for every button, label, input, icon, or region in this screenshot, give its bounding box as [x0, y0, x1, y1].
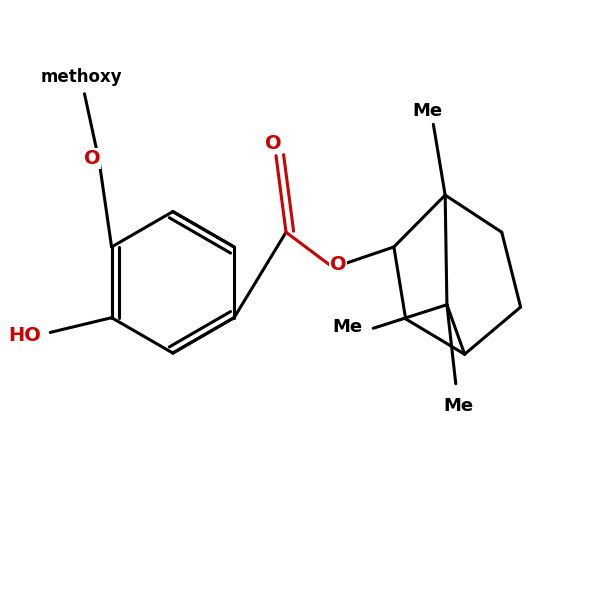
Text: HO: HO [8, 326, 41, 345]
Text: Me: Me [332, 318, 362, 336]
Text: O: O [84, 149, 100, 168]
Text: O: O [265, 134, 281, 154]
Text: O: O [329, 255, 346, 274]
Text: methoxy: methoxy [41, 68, 122, 86]
Text: Me: Me [412, 103, 443, 121]
Text: Me: Me [443, 397, 474, 415]
